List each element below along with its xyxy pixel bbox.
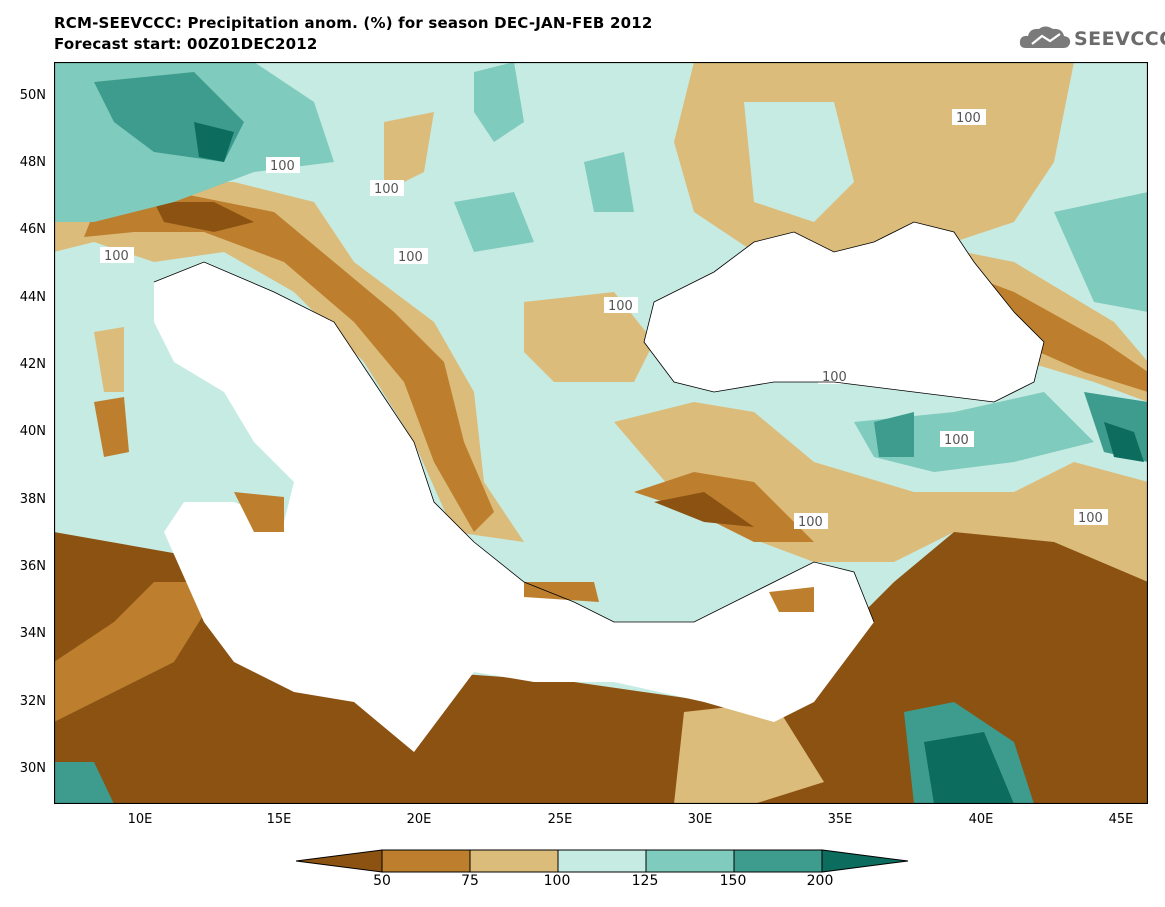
lon-tick: 15E	[266, 812, 292, 827]
mediterranean-sea	[154, 262, 874, 752]
lat-tick: 40N	[19, 424, 46, 439]
contour-label-box	[266, 157, 300, 173]
anomaly-fill-50-75	[769, 587, 814, 612]
lat-tick: 44N	[19, 290, 46, 305]
lat-tick: 30N	[19, 761, 46, 776]
lat-tick: 34N	[19, 626, 46, 641]
colorbar-segment	[557, 849, 647, 873]
colorbar-label: 50	[373, 873, 391, 889]
colorbar-segment	[821, 849, 909, 873]
precipitation-anomaly-map: 100 100 100 100 100 100 100 100 100 100	[54, 62, 1148, 804]
lon-tick: 45E	[1108, 812, 1134, 827]
anomaly-fill-150-200	[54, 762, 114, 804]
anomaly-fill-125-150	[584, 152, 634, 212]
lon-tick: 25E	[547, 812, 573, 827]
lon-tick: 20E	[406, 812, 432, 827]
contour-label-box	[1074, 509, 1108, 525]
colorbar-label: 100	[543, 873, 571, 889]
anomaly-fill-75-100	[524, 292, 654, 382]
contour-label-box	[604, 297, 638, 313]
lat-tick: 50N	[19, 88, 46, 103]
colorbar-label: 75	[461, 873, 479, 889]
contour-label: 100	[956, 111, 981, 126]
contour-label: 100	[374, 182, 399, 197]
anomaly-fill-125-150	[474, 62, 524, 142]
colorbar-segment	[645, 849, 735, 873]
contour-label: 100	[608, 299, 633, 314]
black-sea	[644, 222, 1044, 402]
contour-label-box	[100, 247, 134, 263]
contour-label-box	[818, 368, 852, 384]
lat-tick: 38N	[19, 492, 46, 507]
contour-label-box	[394, 248, 428, 264]
cloud-icon	[1019, 26, 1071, 48]
chart-title: RCM-SEEVCCC: Precipitation anom. (%) for…	[54, 14, 653, 32]
lat-tick: 32N	[19, 694, 46, 709]
colorbar-label: 125	[631, 873, 659, 889]
anomaly-fill-75-100	[94, 327, 124, 392]
seevccc-logo: SEEVCCC	[1018, 22, 1165, 54]
map-frame	[54, 62, 1148, 804]
colorbar-label: 150	[719, 873, 747, 889]
colorbar-label: 200	[806, 873, 834, 889]
anomaly-fill-above-200	[194, 122, 234, 162]
anomaly-fill-100-125	[744, 102, 854, 222]
anomaly-fill-above-200	[924, 732, 1014, 804]
lat-tick: 46N	[19, 222, 46, 237]
lat-tick: 36N	[19, 559, 46, 574]
anomaly-fill-below-50	[54, 532, 1148, 804]
contour-label-box	[952, 109, 986, 125]
anomaly-fill-below-50	[154, 202, 254, 232]
anomaly-fill-below-50	[654, 492, 754, 527]
color-bar	[296, 849, 909, 873]
forecast-start-subtitle: Forecast start: 00Z01DEC2012	[54, 35, 318, 53]
anomaly-fill-50-75	[54, 582, 224, 722]
anomaly-fill-75-100	[674, 702, 824, 804]
lon-tick: 35E	[827, 812, 853, 827]
anomaly-fill-75-100	[384, 112, 434, 192]
colorbar-segment	[469, 849, 559, 873]
contour-label-box	[794, 513, 828, 529]
lat-tick: 48N	[19, 155, 46, 170]
anomaly-fill-150-200	[874, 412, 914, 457]
logo-text: SEEVCCC	[1074, 28, 1165, 50]
lon-tick: 40E	[968, 812, 994, 827]
contour-label-box	[940, 431, 974, 447]
contour-label-box	[370, 180, 404, 196]
lon-tick: 30E	[687, 812, 713, 827]
contour-label: 100	[104, 249, 129, 264]
contour-label: 100	[944, 433, 969, 448]
lon-tick: 10E	[127, 812, 153, 827]
contour-label: 100	[822, 370, 847, 385]
colorbar-segment	[733, 849, 823, 873]
contour-label: 100	[1078, 511, 1103, 526]
contour-label: 100	[270, 159, 295, 174]
colorbar-segment	[381, 849, 471, 873]
anomaly-fill-50-75	[524, 582, 599, 602]
anomaly-fill-above-200	[1104, 422, 1144, 462]
anomaly-fill-50-75	[234, 492, 284, 532]
contour-label: 100	[798, 515, 823, 530]
anomaly-fill-125-150	[454, 192, 534, 252]
contour-label: 100	[398, 250, 423, 265]
lat-tick: 42N	[19, 357, 46, 372]
anomaly-fill-50-75	[84, 192, 494, 532]
colorbar-segment	[296, 849, 383, 873]
anomaly-fill-125-150	[1054, 192, 1148, 312]
anomaly-fill-50-75	[94, 397, 129, 457]
